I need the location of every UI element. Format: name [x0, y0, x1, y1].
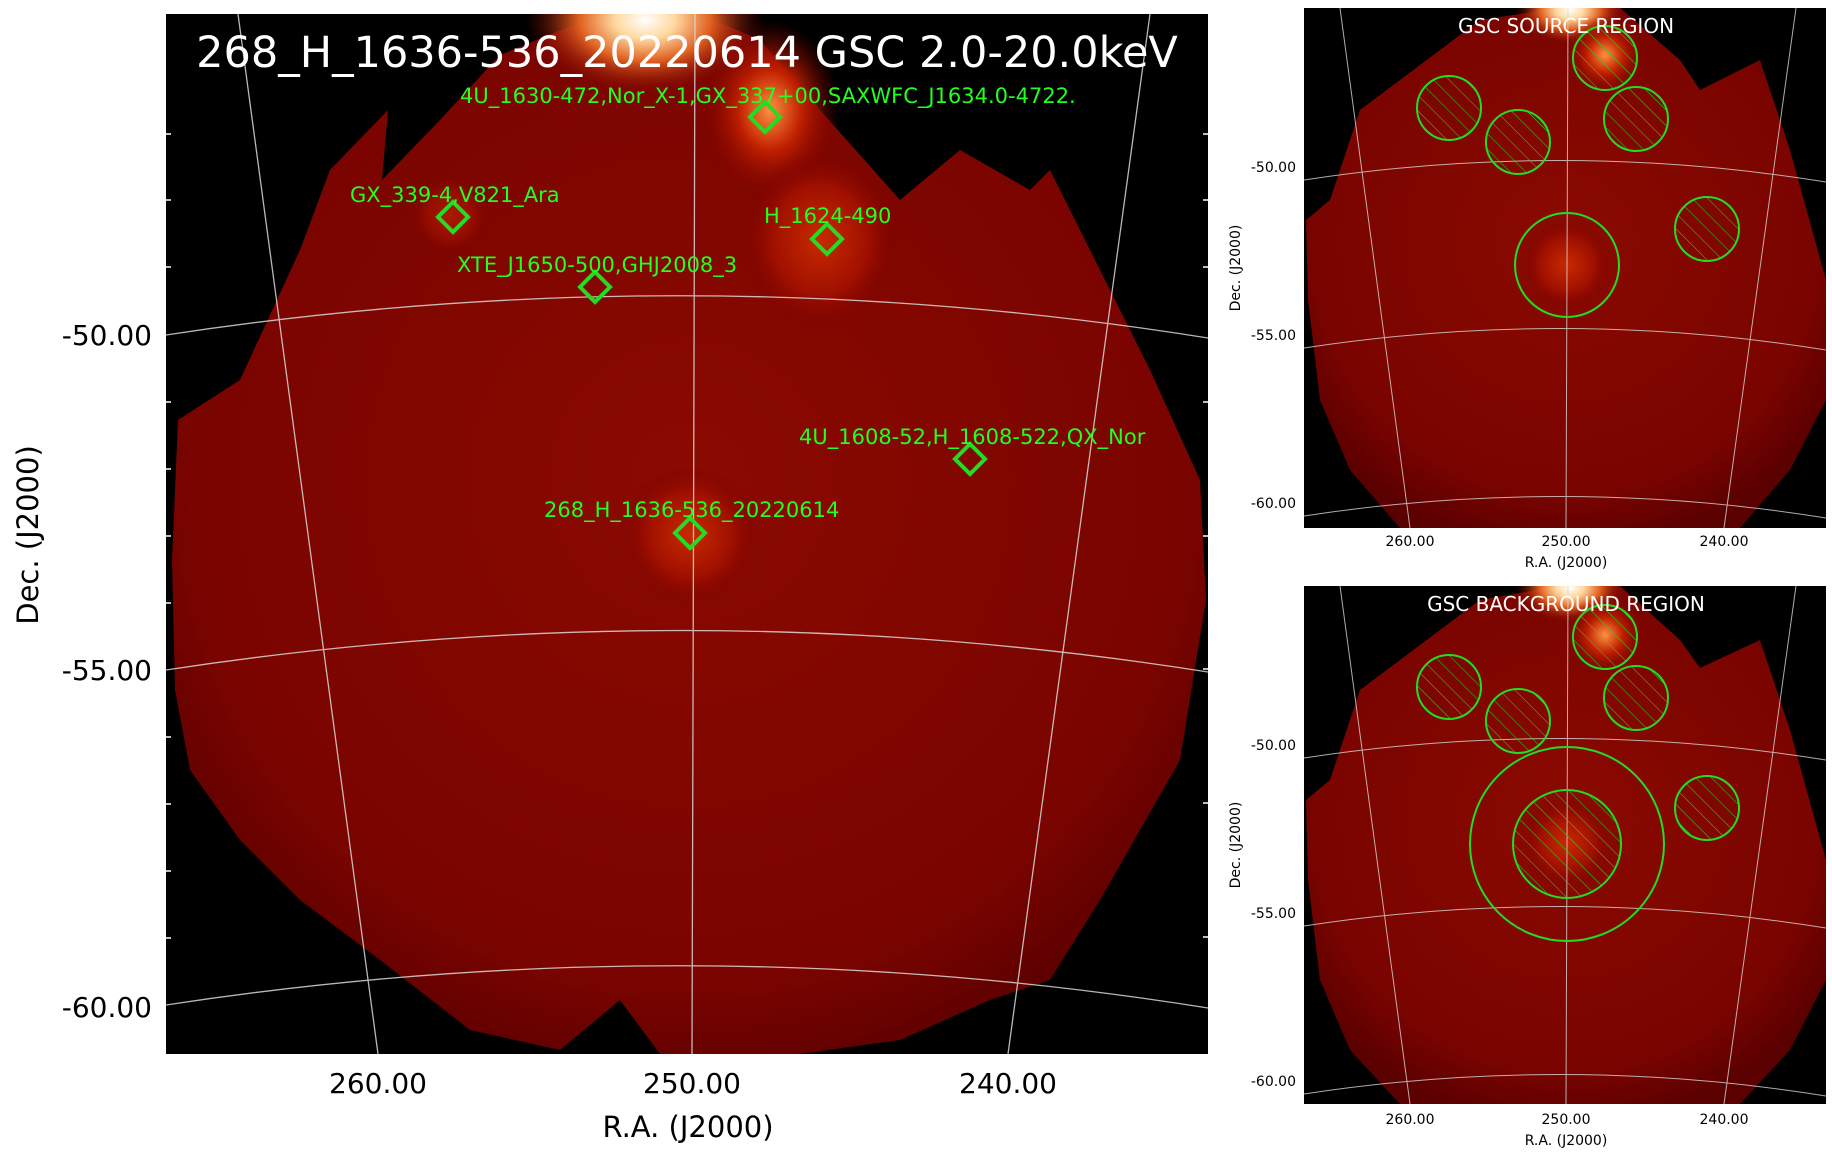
y-tick-label: -60.00	[1251, 1074, 1296, 1090]
excluded-region	[1603, 665, 1669, 731]
x-axis-label: R.A. (J2000)	[1525, 555, 1608, 571]
main-panel: 268_H_1636-536_20220614 GSC 2.0-20.0keV …	[11, 14, 1208, 1144]
x-tick-label: 260.00	[1386, 534, 1435, 550]
x-tick-label: 260.00	[329, 1067, 427, 1100]
y-tick-label: -50.00	[1251, 738, 1296, 754]
source-markers: 4U_1630-472,Nor_X-1,GX_337+00,SAXWFC_J16…	[350, 84, 1146, 551]
y-tick-label: -55.00	[62, 654, 152, 687]
y-axis-label: Dec. (J2000)	[11, 445, 45, 625]
x-axis-label: R.A. (J2000)	[602, 1110, 773, 1144]
main-title: 268_H_1636-536_20220614 GSC 2.0-20.0keV	[196, 28, 1178, 78]
source-marker	[809, 221, 845, 257]
background-panel-title: GSC BACKGROUND REGION	[1427, 592, 1705, 616]
excluded-region	[1674, 196, 1740, 262]
excluded-region	[1485, 109, 1551, 175]
y-tick-label: -55.00	[1251, 328, 1296, 344]
excluded-region	[1572, 604, 1638, 670]
source-region-circle	[1514, 212, 1620, 318]
excluded-region	[1416, 75, 1482, 141]
y-tick-label: -55.00	[1251, 906, 1296, 922]
excluded-region	[1485, 688, 1551, 754]
source-coord-grid	[1304, 8, 1826, 528]
excluded-region	[1603, 86, 1669, 152]
excluded-regions	[1416, 25, 1740, 262]
y-tick-label: -50.00	[1251, 160, 1296, 176]
x-tick-label: 250.00	[1542, 1112, 1591, 1128]
source-panel-image	[1304, 8, 1826, 528]
background-region-panel: GSC BACKGROUND REGION -50.00 -55.00 -60.…	[1228, 586, 1826, 1149]
x-tick-label: 250.00	[643, 1067, 741, 1100]
excluded-source-region	[1512, 789, 1622, 899]
y-tick-label: -60.00	[62, 991, 152, 1024]
source-panel-title: GSC SOURCE REGION	[1458, 14, 1674, 38]
y-tick-label: -50.00	[62, 319, 152, 352]
excluded-region	[1674, 775, 1740, 841]
excluded-regions	[1416, 604, 1740, 899]
y-axis-label: Dec. (J2000)	[1228, 225, 1244, 312]
x-tick-label: 240.00	[1700, 534, 1749, 550]
source-label: H_1624-490	[764, 204, 891, 229]
source-label: 4U_1608-52,H_1608-522,QX_Nor	[799, 425, 1146, 450]
main-image	[166, 14, 1208, 1054]
source-region-panel: GSC SOURCE REGION -50.00 -55.00 -60.00 2…	[1228, 8, 1826, 571]
y-tick-label: -60.00	[1251, 496, 1296, 512]
source-label: 4U_1630-472,Nor_X-1,GX_337+00,SAXWFC_J16…	[460, 84, 1076, 109]
source-marker	[747, 99, 783, 135]
target-glow	[620, 465, 760, 605]
source-label: XTE_J1650-500,GHJ2008_3	[457, 253, 737, 278]
y-axis-label: Dec. (J2000)	[1228, 802, 1244, 889]
source-label: 268_H_1636-536_20220614	[544, 498, 839, 523]
excluded-region	[1572, 25, 1638, 91]
x-axis-label: R.A. (J2000)	[1525, 1133, 1608, 1149]
source-glow-2	[740, 150, 900, 330]
x-tick-label: 240.00	[959, 1067, 1057, 1100]
source-marker	[952, 441, 988, 477]
source-marker	[672, 515, 708, 551]
background-panel-image	[1304, 586, 1826, 1104]
source-label: GX_339-4,V821_Ara	[350, 183, 560, 208]
x-tick-label: 260.00	[1386, 1112, 1435, 1128]
source-marker	[577, 269, 613, 305]
source-glow-3	[410, 175, 490, 255]
excluded-region	[1416, 654, 1482, 720]
x-tick-label: 250.00	[1542, 534, 1591, 550]
coord-grid	[166, 14, 1208, 1054]
main-ticks	[166, 133, 1208, 939]
background-annulus	[1469, 746, 1665, 942]
x-tick-label: 240.00	[1700, 1112, 1749, 1128]
source-marker	[435, 199, 471, 235]
bright-source-glow	[525, 14, 765, 95]
